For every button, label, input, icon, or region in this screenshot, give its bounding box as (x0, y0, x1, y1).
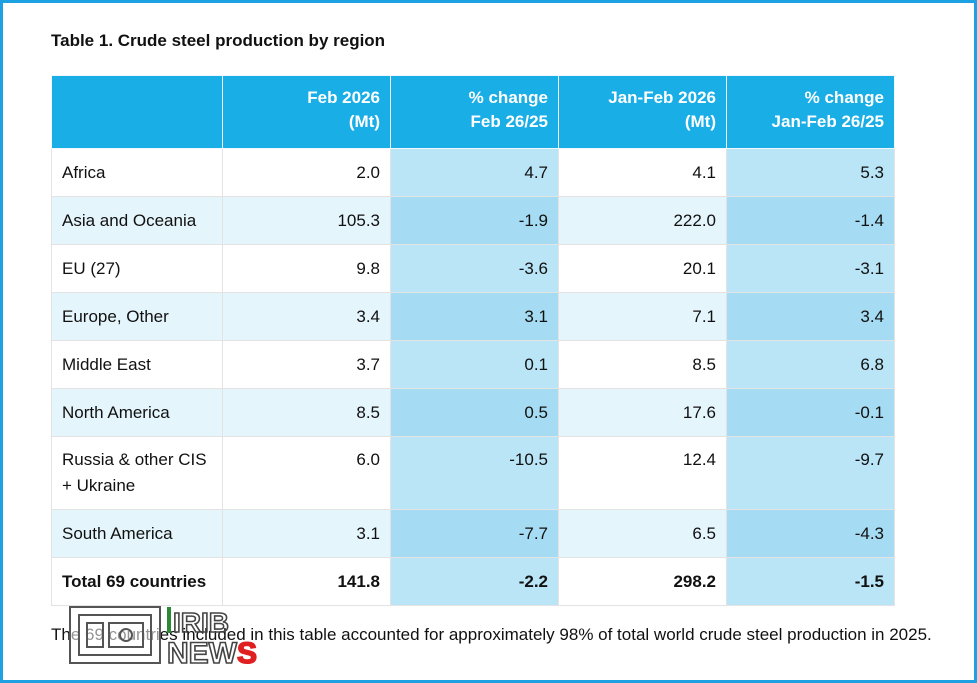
header-unit: (Mt) (684, 112, 716, 131)
janfeb-value-cell: 6.5 (558, 509, 727, 558)
watermark-line1: IRIB (173, 607, 229, 638)
janfeb-value-cell: 222.0 (558, 196, 727, 245)
feb-pct-cell: 4.7 (390, 148, 559, 197)
header-unit: Feb 26/25 (470, 112, 549, 131)
janfeb-pct-cell: -1.5 (726, 557, 895, 606)
region-cell: North America (51, 388, 223, 437)
table-row: Africa 2.0 4.7 4.1 5.3 (51, 148, 895, 197)
region-cell: Africa (51, 148, 223, 197)
region-cell: Middle East (51, 340, 223, 389)
feb-pct-cell: -2.2 (390, 557, 559, 606)
janfeb-pct-cell: -4.3 (726, 509, 895, 558)
feb-value-cell: 8.5 (222, 388, 391, 437)
table-header-row: Feb 2026 (Mt) % change Feb 26/25 Jan-Feb… (51, 75, 895, 149)
header-label: Jan-Feb 2026 (608, 88, 716, 107)
table-row: Middle East 3.7 0.1 8.5 6.8 (51, 340, 895, 389)
feb-pct-cell: -10.5 (390, 436, 559, 510)
header-unit: Jan-Feb 26/25 (771, 112, 884, 131)
table-row: EU (27) 9.8 -3.6 20.1 -3.1 (51, 244, 895, 293)
feb-pct-cell: -1.9 (390, 196, 559, 245)
region-cell: Asia and Oceania (51, 196, 223, 245)
region-cell: EU (27) (51, 244, 223, 293)
table-row: Russia & other CIS + Ukraine 6.0 -10.5 1… (51, 436, 895, 510)
feb-value-cell: 105.3 (222, 196, 391, 245)
feb-pct-cell: -7.7 (390, 509, 559, 558)
feb-value-cell: 6.0 (222, 436, 391, 510)
header-label: % change (804, 88, 884, 107)
janfeb-value-cell: 20.1 (558, 244, 727, 293)
region-cell: Total 69 countries (51, 557, 223, 606)
feb-pct-cell: 0.1 (390, 340, 559, 389)
header-label: % change (468, 88, 548, 107)
irib-news-watermark-logo: IRIB NEWS (69, 606, 258, 665)
feb-value-cell: 3.4 (222, 292, 391, 341)
janfeb-value-cell: 4.1 (558, 148, 727, 197)
janfeb-value-cell: 17.6 (558, 388, 727, 437)
header-pct-change-feb: % change Feb 26/25 (390, 75, 559, 149)
table-title: Table 1. Crude steel production by regio… (51, 31, 386, 50)
steel-production-table: Feb 2026 (Mt) % change Feb 26/25 Jan-Feb… (51, 75, 895, 606)
janfeb-pct-cell: 5.3 (726, 148, 895, 197)
feb-value-cell: 141.8 (222, 557, 391, 606)
region-cell: Russia & other CIS + Ukraine (51, 436, 223, 510)
table-total-row: Total 69 countries 141.8 -2.2 298.2 -1.5 (51, 557, 895, 606)
region-line: + Ukraine (62, 476, 136, 495)
header-region (51, 75, 223, 149)
feb-pct-cell: 3.1 (390, 292, 559, 341)
table-row: South America 3.1 -7.7 6.5 -4.3 (51, 509, 895, 558)
feb-value-cell: 2.0 (222, 148, 391, 197)
janfeb-value-cell: 7.1 (558, 292, 727, 341)
janfeb-value-cell: 298.2 (558, 557, 727, 606)
feb-pct-cell: 0.5 (390, 388, 559, 437)
janfeb-pct-cell: 3.4 (726, 292, 895, 341)
region-line: Russia & other CIS (62, 450, 207, 469)
janfeb-pct-cell: -0.1 (726, 388, 895, 437)
header-unit: (Mt) (348, 112, 380, 131)
janfeb-pct-cell: -9.7 (726, 436, 895, 510)
janfeb-pct-cell: -1.4 (726, 196, 895, 245)
table-row: Asia and Oceania 105.3 -1.9 222.0 -1.4 (51, 196, 895, 245)
table-row: Europe, Other 3.4 3.1 7.1 3.4 (51, 292, 895, 341)
header-jan-feb-2026: Jan-Feb 2026 (Mt) (558, 75, 727, 149)
header-pct-change-jan-feb: % change Jan-Feb 26/25 (726, 75, 895, 149)
janfeb-value-cell: 12.4 (558, 436, 727, 510)
table-row: North America 8.5 0.5 17.6 -0.1 (51, 388, 895, 437)
feb-value-cell: 9.8 (222, 244, 391, 293)
janfeb-pct-cell: -3.1 (726, 244, 895, 293)
header-feb-2026: Feb 2026 (Mt) (222, 75, 391, 149)
region-cell: South America (51, 509, 223, 558)
table-footnote: The 69 countries included in this table … (51, 625, 932, 644)
feb-value-cell: 3.1 (222, 509, 391, 558)
feb-pct-cell: -3.6 (390, 244, 559, 293)
region-cell: Europe, Other (51, 292, 223, 341)
header-label: Feb 2026 (307, 88, 380, 107)
janfeb-pct-cell: 6.8 (726, 340, 895, 389)
watermark-line2: NEWS (167, 637, 257, 665)
feb-value-cell: 3.7 (222, 340, 391, 389)
janfeb-value-cell: 8.5 (558, 340, 727, 389)
